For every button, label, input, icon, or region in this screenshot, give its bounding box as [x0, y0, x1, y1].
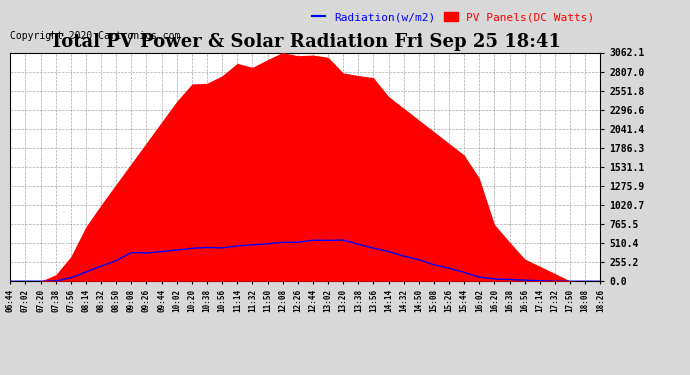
Legend: Radiation(w/m2), PV Panels(DC Watts): Radiation(w/m2), PV Panels(DC Watts)	[312, 12, 595, 22]
Title: Total PV Power & Solar Radiation Fri Sep 25 18:41: Total PV Power & Solar Radiation Fri Sep…	[50, 33, 561, 51]
Text: Copyright 2020 Cartronics.com: Copyright 2020 Cartronics.com	[10, 32, 181, 41]
